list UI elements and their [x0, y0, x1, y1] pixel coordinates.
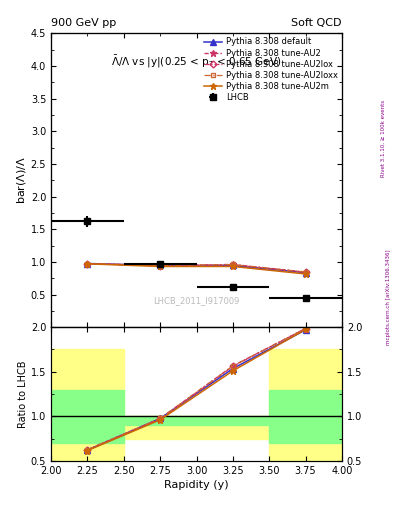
Pythia 8.308 tune-AU2lox: [85, 261, 90, 267]
Line: Pythia 8.308 tune-AU2loxx: Pythia 8.308 tune-AU2loxx: [85, 261, 308, 274]
Text: Soft QCD: Soft QCD: [292, 18, 342, 28]
Pythia 8.308 tune-AU2m: [85, 261, 90, 267]
Pythia 8.308 tune-AU2: [85, 261, 90, 267]
Pythia 8.308 tune-AU2loxx: [231, 262, 235, 268]
Line: Pythia 8.308 tune-AU2: Pythia 8.308 tune-AU2: [84, 260, 309, 275]
Text: Rivet 3.1.10, ≥ 100k events: Rivet 3.1.10, ≥ 100k events: [381, 100, 386, 177]
Pythia 8.308 tune-AU2: [303, 269, 308, 275]
Bar: [124, 416, 269, 439]
Y-axis label: Ratio to LHCB: Ratio to LHCB: [18, 360, 28, 428]
Text: LHCB_2011_I917009: LHCB_2011_I917009: [153, 296, 240, 305]
Text: $\bar{\Lambda}/\Lambda$ vs |y|(0.25 < p$_T$ < 0.65 GeV): $\bar{\Lambda}/\Lambda$ vs |y|(0.25 < p$…: [111, 54, 282, 70]
Bar: [124, 416, 269, 425]
Pythia 8.308 tune-AU2m: [303, 271, 308, 277]
Pythia 8.308 tune-AU2: [231, 262, 235, 268]
Pythia 8.308 default: [85, 261, 90, 267]
Pythia 8.308 tune-AU2lox: [158, 263, 163, 269]
Pythia 8.308 tune-AU2lox: [231, 262, 235, 268]
Pythia 8.308 tune-AU2m: [231, 263, 235, 269]
Pythia 8.308 default: [158, 263, 163, 269]
Pythia 8.308 tune-AU2m: [158, 263, 163, 269]
Line: Pythia 8.308 tune-AU2m: Pythia 8.308 tune-AU2m: [84, 261, 309, 278]
X-axis label: Rapidity (y): Rapidity (y): [164, 480, 229, 490]
Bar: [269, 350, 342, 461]
Line: Pythia 8.308 tune-AU2lox: Pythia 8.308 tune-AU2lox: [85, 261, 308, 275]
Line: Pythia 8.308 default: Pythia 8.308 default: [84, 261, 309, 275]
Legend: Pythia 8.308 default, Pythia 8.308 tune-AU2, Pythia 8.308 tune-AU2lox, Pythia 8.: Pythia 8.308 default, Pythia 8.308 tune-…: [202, 35, 340, 104]
Bar: [51, 350, 124, 461]
Pythia 8.308 tune-AU2lox: [303, 269, 308, 275]
Pythia 8.308 default: [303, 270, 308, 276]
Pythia 8.308 tune-AU2loxx: [85, 261, 90, 267]
Bar: [269, 390, 342, 443]
Text: mcplots.cern.ch [arXiv:1306.3436]: mcplots.cern.ch [arXiv:1306.3436]: [386, 249, 391, 345]
Pythia 8.308 default: [231, 263, 235, 269]
Pythia 8.308 tune-AU2loxx: [158, 263, 163, 269]
Bar: [51, 390, 124, 443]
Y-axis label: bar($\Lambda$)/$\Lambda$: bar($\Lambda$)/$\Lambda$: [15, 156, 28, 204]
Text: 900 GeV pp: 900 GeV pp: [51, 18, 116, 28]
Pythia 8.308 tune-AU2: [158, 263, 163, 269]
Pythia 8.308 tune-AU2loxx: [303, 269, 308, 275]
